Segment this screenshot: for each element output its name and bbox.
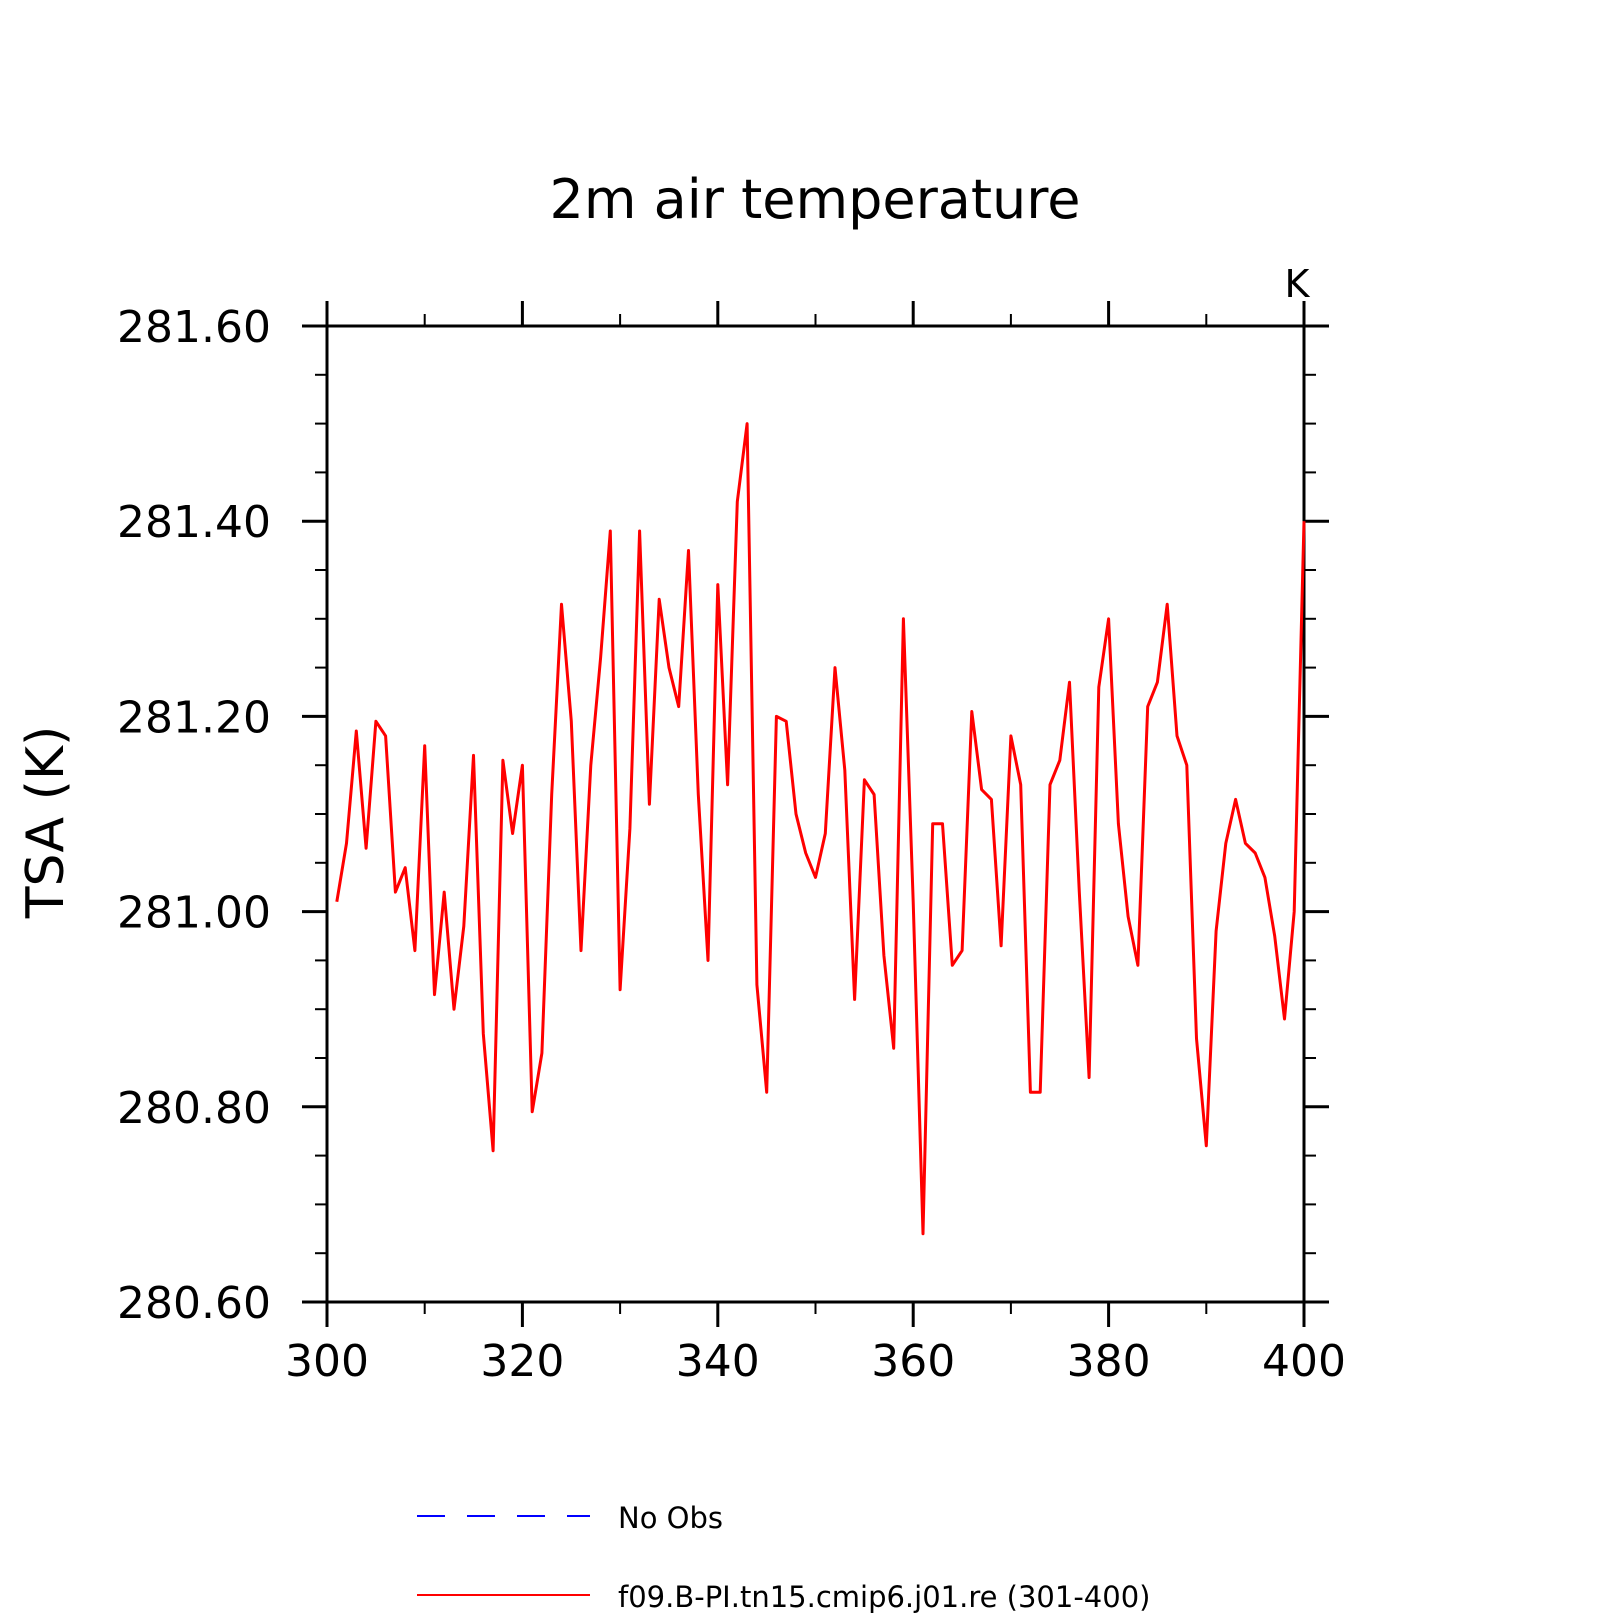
x-tick-label: 320 xyxy=(480,1336,564,1387)
y-tick-label: 281.00 xyxy=(117,888,271,939)
plot-area xyxy=(325,324,1306,1304)
x-tick-label: 300 xyxy=(285,1336,369,1387)
units-label: K xyxy=(1285,262,1311,306)
y-tick-label: 280.60 xyxy=(117,1278,271,1329)
legend-label-model-run: f09.B-PI.tn15.cmip6.j01.re (301-400) xyxy=(618,1580,1150,1614)
legend: No Obs f09.B-PI.tn15.cmip6.j01.re (301-4… xyxy=(417,1501,1150,1614)
x-axis-ticks: 300 320 340 360 380 400 xyxy=(285,301,1346,1387)
y-tick-label: 280.80 xyxy=(117,1083,271,1134)
y-tick-label: 281.20 xyxy=(117,692,271,743)
x-tick-label: 380 xyxy=(1067,1336,1151,1387)
x-tick-label: 340 xyxy=(676,1336,760,1387)
y-axis-ticks: 280.60 280.80 281.00 281.20 281.40 281.60 xyxy=(117,302,1329,1329)
series-layer xyxy=(335,422,1306,1236)
series-line-1 xyxy=(335,422,1306,1236)
plot-frame xyxy=(325,324,1306,1304)
x-tick-label: 360 xyxy=(871,1336,955,1387)
x-tick-label: 400 xyxy=(1262,1336,1346,1387)
y-axis-label: TSA (K) xyxy=(16,726,76,920)
y-tick-label: 281.60 xyxy=(117,302,271,353)
legend-label-no-obs: No Obs xyxy=(618,1501,723,1535)
chart-title: 2m air temperature xyxy=(549,168,1080,231)
y-tick-label: 281.40 xyxy=(117,497,271,548)
